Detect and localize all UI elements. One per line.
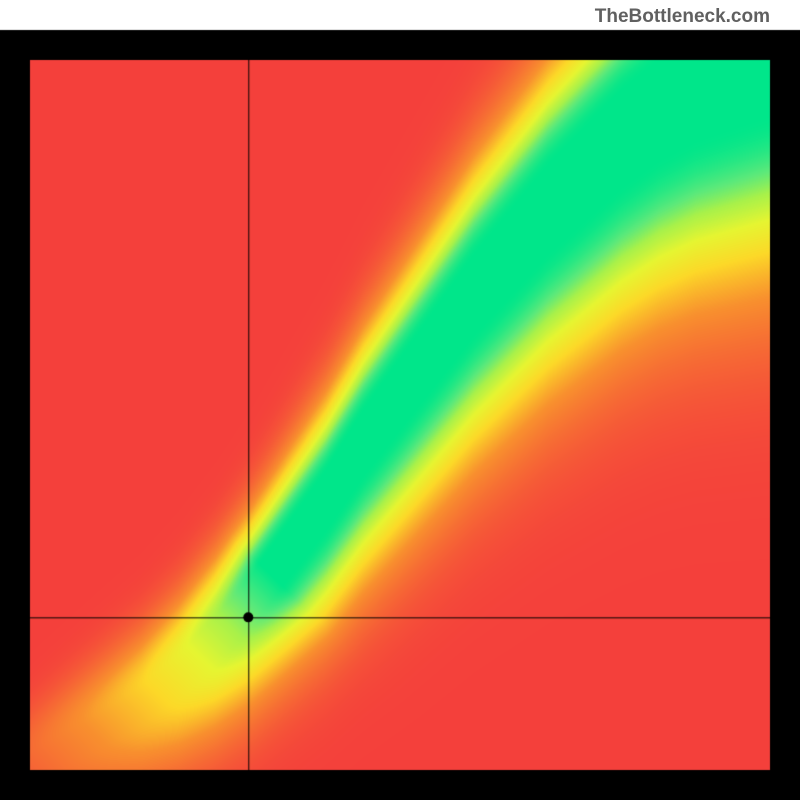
heatmap-canvas <box>0 0 800 800</box>
attribution-label: TheBottleneck.com <box>595 6 770 28</box>
chart-container: TheBottleneck.com <box>0 0 800 800</box>
